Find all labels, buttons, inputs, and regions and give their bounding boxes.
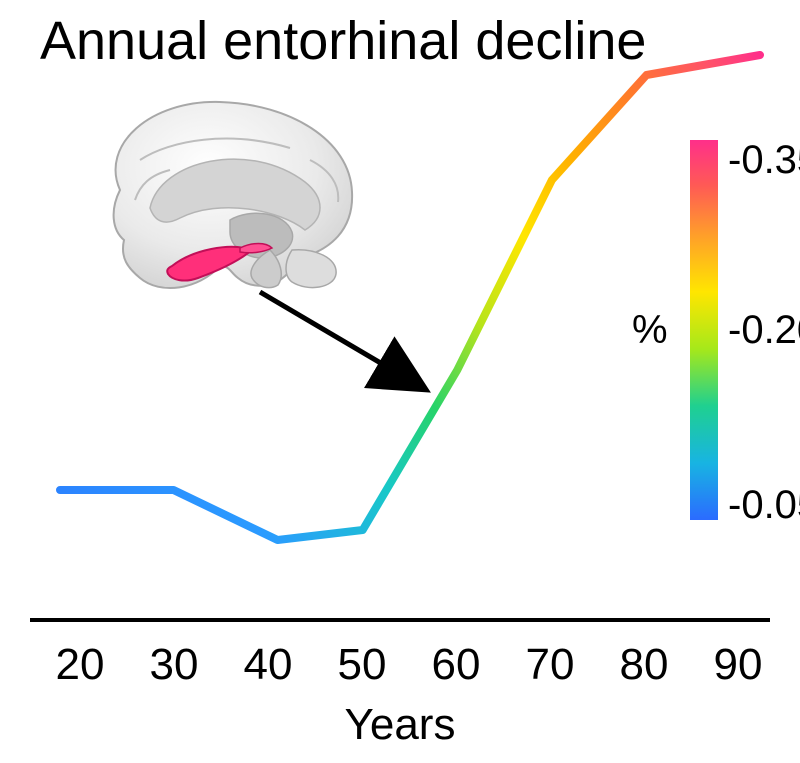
x-tick: 40 <box>244 640 293 690</box>
colorbar <box>690 140 718 520</box>
colorbar-label: % <box>632 308 668 353</box>
x-tick: 50 <box>338 640 387 690</box>
colorbar-tick: -0.35 <box>728 138 800 183</box>
colorbar-tick: -0.20 <box>728 308 800 353</box>
x-tick: 80 <box>620 640 669 690</box>
x-axis-line <box>30 618 770 622</box>
x-tick: 30 <box>150 640 199 690</box>
x-tick: 70 <box>526 640 575 690</box>
chart-svg <box>0 0 800 763</box>
x-tick: 90 <box>714 640 763 690</box>
colorbar-tick: -0.05 <box>728 483 800 528</box>
x-tick: 20 <box>56 640 105 690</box>
figure-root: Annual entorhinal decline <box>0 0 800 763</box>
x-tick: 60 <box>432 640 481 690</box>
pointer-arrow <box>260 292 418 385</box>
x-axis-label: Years <box>0 700 800 750</box>
decline-line <box>60 55 760 540</box>
